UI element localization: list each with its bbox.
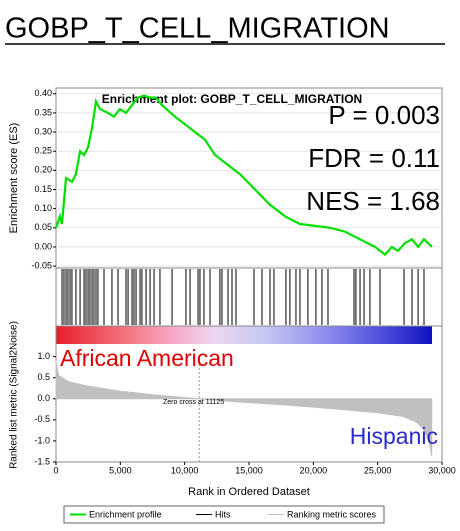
x-tick-label: 25,000 (364, 465, 392, 475)
stat-annotation: FDR = 0.11 (308, 143, 440, 173)
y-axis-label: Enrichment score (ES) (8, 123, 20, 234)
x-tick-label: 20,000 (300, 465, 328, 475)
es-line (54, 94, 433, 257)
y-tick-label: -1.0 (34, 435, 50, 445)
y-tick-label: 0.25 (34, 146, 52, 156)
rank-colorbar (56, 326, 432, 344)
x-axis-label: Rank in Ordered Dataset (188, 486, 310, 498)
y-tick-label: 0.20 (34, 165, 52, 175)
legend-label: Enrichment profile (89, 509, 162, 519)
y-tick-label: 0.05 (34, 222, 52, 232)
x-tick-label: 5,000 (109, 465, 132, 475)
stat-annotation: NES = 1.68 (306, 186, 440, 216)
y-tick-label: 1.0 (37, 351, 50, 361)
x-tick-label: 0 (53, 465, 58, 475)
y-axis-label: Ranked list metric (Signal2Noise) (9, 321, 20, 469)
y-tick-label: 0.0 (37, 393, 50, 403)
legend-label: Hits (215, 509, 231, 519)
stat-annotation: P = 0.003 (328, 100, 440, 130)
y-tick-label: 0.00 (34, 241, 52, 251)
metric-area (55, 360, 433, 456)
y-tick-label: -0.05 (31, 260, 52, 270)
legend-label: Ranking metric scores (287, 509, 377, 519)
y-tick-label: 0.10 (34, 203, 52, 213)
x-tick-label: 30,000 (428, 465, 456, 475)
page-title: GOBP_T_CELL_MIGRATION (5, 13, 390, 45)
x-tick-label: 15,000 (235, 465, 263, 475)
legend (63, 505, 385, 524)
plot-title: Enrichment plot: GOBP_T_CELL_MIGRATION (102, 92, 362, 106)
annotation: African American (60, 345, 234, 371)
x-tick-label: 10,000 (171, 465, 199, 475)
hits-panel (55, 267, 443, 327)
y-tick-label: 0.5 (37, 372, 50, 382)
y-tick-label: -0.5 (34, 414, 50, 424)
y-tick-label: -1.5 (34, 456, 50, 466)
annotation: Hispanic (350, 423, 438, 449)
y-tick-label: 0.40 (34, 88, 52, 98)
y-tick-label: 0.35 (34, 107, 52, 117)
y-tick-label: 0.15 (34, 184, 52, 194)
y-tick-label: 0.30 (34, 126, 52, 136)
annotation: Zero cross at 11125 (163, 399, 224, 406)
